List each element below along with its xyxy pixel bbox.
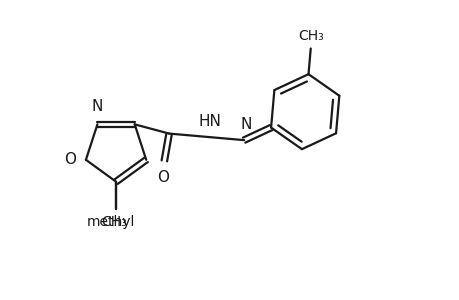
Text: HN: HN: [198, 114, 221, 129]
Text: N: N: [91, 99, 103, 114]
Text: O: O: [64, 152, 76, 167]
Text: O: O: [157, 170, 169, 185]
Text: CH₃: CH₃: [297, 28, 323, 43]
Text: CH₃: CH₃: [101, 215, 127, 230]
Text: N: N: [240, 117, 251, 132]
Text: methyl: methyl: [87, 215, 135, 230]
